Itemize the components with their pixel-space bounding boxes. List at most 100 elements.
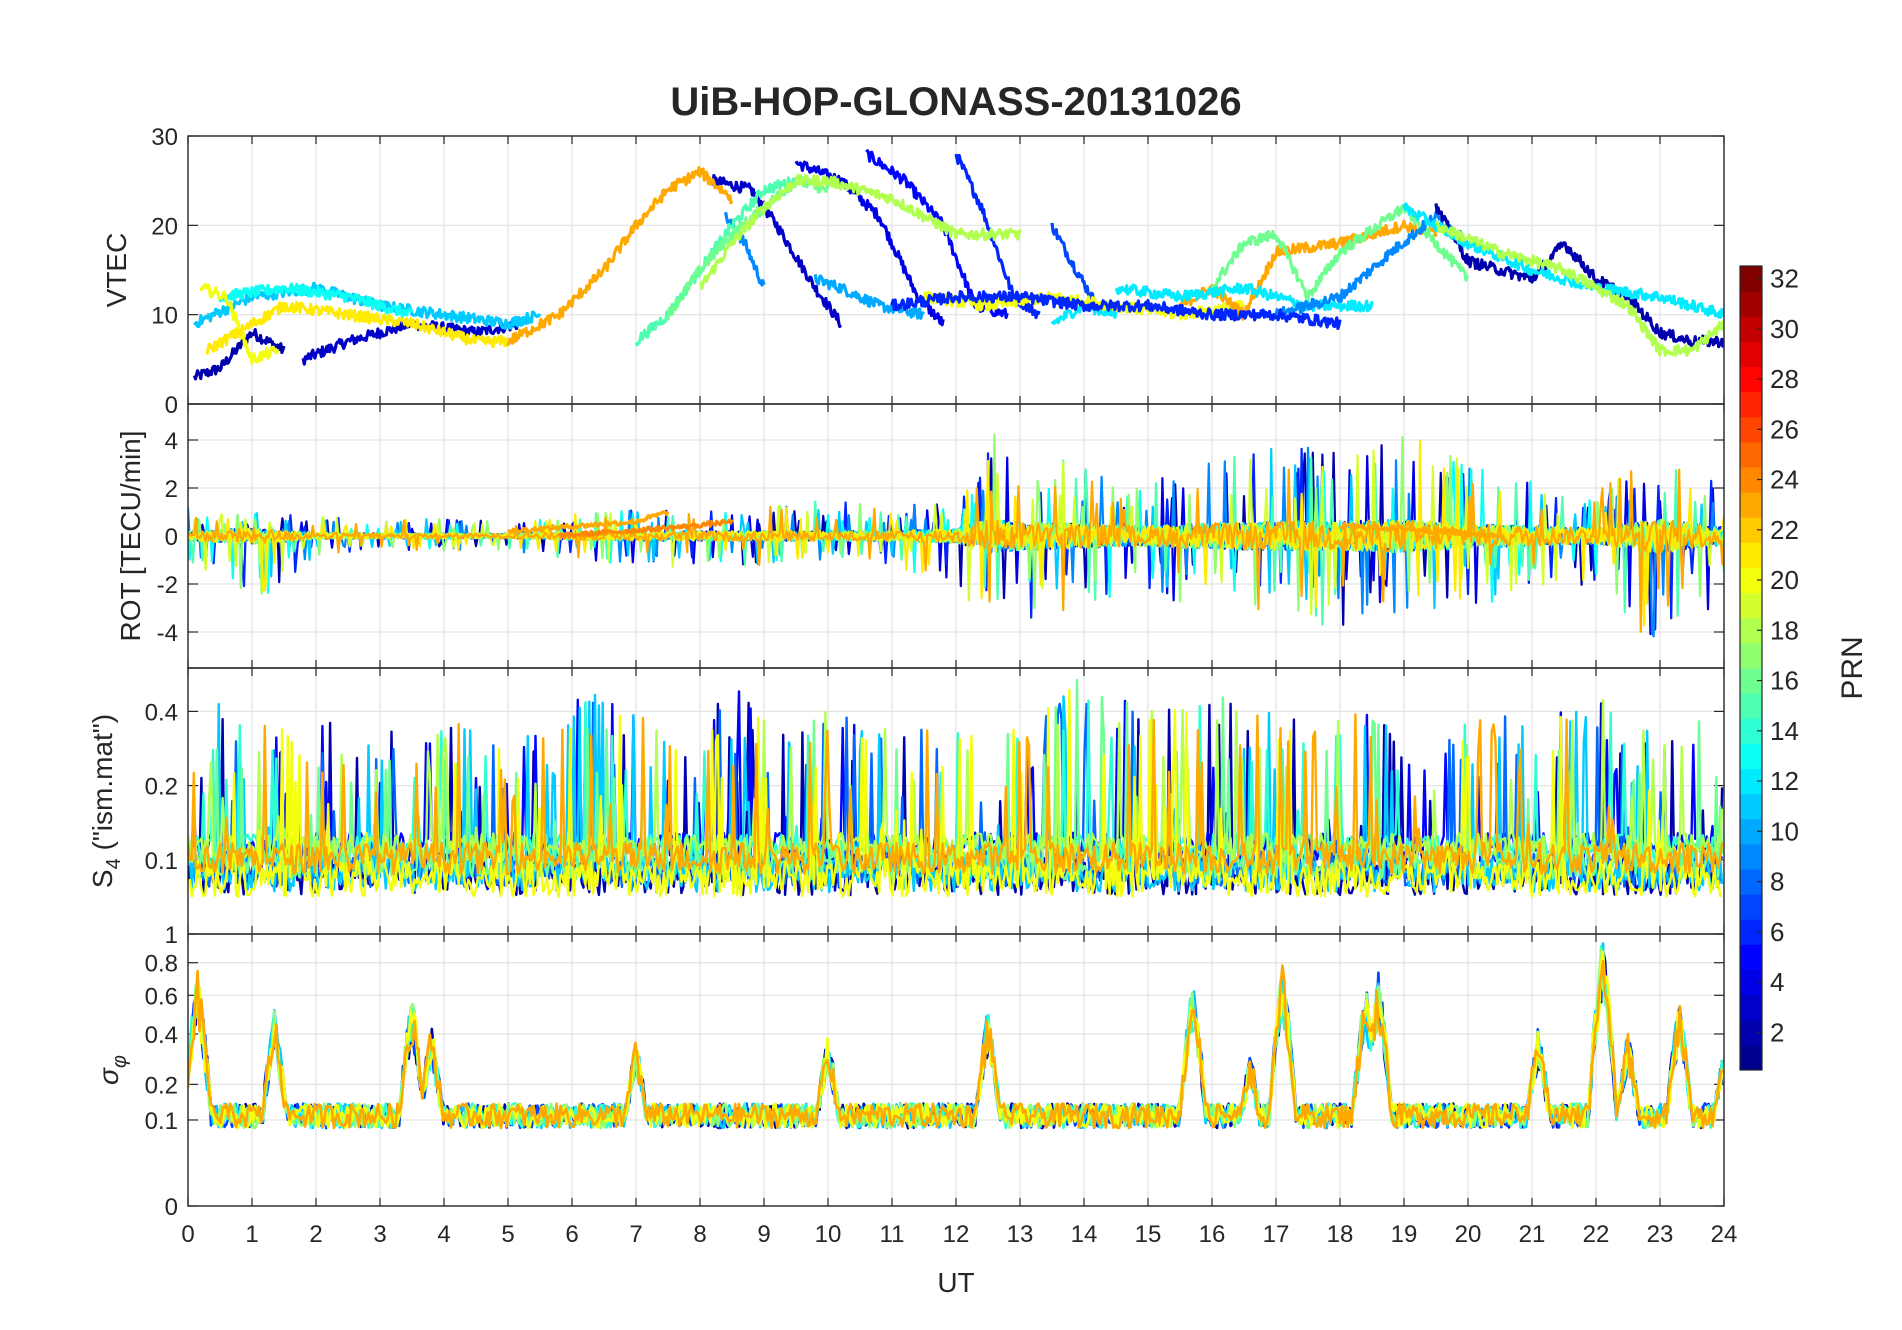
x-tick-label: 0 (181, 1221, 194, 1248)
series-line (506, 166, 734, 347)
colorbar-segment (1740, 467, 1762, 493)
series-line (1114, 282, 1374, 313)
x-tick-label: 4 (437, 1221, 450, 1248)
y-tick-label: 2 (165, 476, 178, 503)
y-tick-label: 0 (165, 1194, 178, 1221)
colorbar-segment (1740, 567, 1762, 594)
colorbar-segment (1740, 592, 1762, 619)
colorbar-segment (1740, 542, 1762, 568)
x-tick-label: 12 (943, 1221, 970, 1248)
x-tick-label: 6 (565, 1221, 578, 1248)
colorbar-segment (1740, 1019, 1762, 1046)
colorbar-segment (1740, 391, 1762, 418)
colorbar-tick-label: 24 (1770, 465, 1799, 495)
s4-panel: 0.1 0.2 0.4 S4 ("ism.mat") (87, 667, 1725, 935)
colorbar-segment (1740, 818, 1762, 845)
colorbar-segment (1740, 341, 1762, 367)
x-tick-label: 5 (501, 1221, 514, 1248)
colorbar-segment (1740, 894, 1762, 920)
x-tick-label: 3 (373, 1221, 386, 1248)
series-line (634, 176, 798, 347)
colorbar-segment (1740, 793, 1762, 820)
vtec-panel: 0 10 20 30 VTEC (101, 124, 1725, 419)
y-axis-label: ROT [TECU/min] (115, 430, 146, 641)
colorbar-segment (1740, 843, 1762, 870)
y-tick-label: 0.1 (145, 1108, 178, 1135)
x-tick-label: 17 (1263, 1221, 1290, 1248)
x-tick-label: 13 (1007, 1221, 1034, 1248)
x-tick-label: 18 (1327, 1221, 1354, 1248)
series-line (1210, 204, 1470, 301)
colorbar-box (1739, 265, 1763, 1071)
colorbar-segment (1740, 994, 1762, 1021)
series-line (188, 950, 1724, 1130)
colorbar-tick-label: 8 (1770, 867, 1784, 897)
colorbar-tick-label: 22 (1770, 515, 1799, 545)
sigma-phi-panel: 0 0.1 0.2 0.4 0.6 0.81 σφ (93, 922, 1725, 1221)
colorbar-segment (1740, 642, 1762, 669)
colorbar-tick-label: 18 (1770, 615, 1799, 645)
x-tick-label: 24 (1711, 1221, 1738, 1248)
series-line (188, 468, 1724, 633)
x-tick-label: 23 (1647, 1221, 1674, 1248)
y-tick-label: 30 (151, 124, 178, 151)
colorbar-segment (1740, 1044, 1762, 1071)
y-tick-label: -4 (157, 620, 178, 647)
colorbar-tick-label: 16 (1770, 666, 1799, 696)
x-axis: 0 1 2 3 4 5 6 7 8 9 10 11 12 13 14 15 16 17 18 19 20 21 22 23 24 (181, 1221, 1737, 1248)
x-tick-label: 1 (245, 1221, 258, 1248)
x-tick-label: 8 (693, 1221, 706, 1248)
chart-title: UiB-HOP-GLONASS-20131026 (670, 80, 1241, 124)
x-tick-label: 2 (309, 1221, 322, 1248)
colorbar-segment (1740, 366, 1762, 393)
x-tick-label: 11 (880, 1221, 905, 1248)
colorbar-tick-label: 2 (1770, 1017, 1784, 1047)
x-tick-label: 16 (1199, 1221, 1226, 1248)
x-tick-label: 9 (757, 1221, 770, 1248)
series-line (711, 174, 843, 329)
y-tick-label: 0.4 (145, 699, 178, 726)
series-line (558, 518, 734, 540)
colorbar-tick-label: 4 (1770, 967, 1784, 997)
y-axis-label: σφ (93, 1055, 131, 1085)
y-tick-label: 0.2 (145, 774, 178, 801)
series-line (506, 510, 670, 535)
series-line (188, 959, 1724, 1130)
colorbar-tick-label: 20 (1770, 565, 1799, 595)
y-tick-label: 0.8 (145, 951, 178, 978)
y-tick-label: 10 (151, 303, 178, 330)
series-line (205, 300, 509, 355)
y-tick-label: 0.6 (145, 983, 178, 1010)
series-line (1434, 220, 1724, 357)
colorbar-segment (1740, 944, 1762, 970)
x-tick-label: 19 (1391, 1221, 1418, 1248)
y-tick-label: 0.2 (145, 1072, 178, 1099)
colorbar-tick-label: 6 (1770, 917, 1784, 947)
colorbar-segment (1740, 517, 1762, 543)
y-tick-label: 0 (165, 392, 178, 419)
x-axis-label: UT (937, 1267, 974, 1298)
colorbar-tick-label: 30 (1770, 314, 1799, 344)
x-tick-label: 22 (1583, 1221, 1610, 1248)
series-line (188, 713, 1724, 876)
y-tick-label: 20 (151, 213, 178, 240)
colorbar-segment (1740, 768, 1762, 795)
colorbar-label: PRN (1836, 636, 1869, 699)
colorbar-segment (1740, 693, 1762, 719)
y-tick-label: -2 (157, 572, 178, 599)
series-line (1339, 522, 1501, 539)
colorbar-segment (1740, 266, 1762, 292)
colorbar-tick-label: 28 (1770, 364, 1799, 394)
series-line (1434, 203, 1724, 349)
colorbar-segment (1740, 492, 1762, 518)
x-tick-label: 20 (1455, 1221, 1482, 1248)
colorbar-tick-label: 32 (1770, 264, 1799, 294)
colorbar-segment (1740, 743, 1762, 769)
x-tick-label: 14 (1071, 1221, 1098, 1248)
series-line (1050, 222, 1098, 311)
y-axis-label: S4 ("ism.mat") (87, 714, 125, 888)
colorbar-segment (1740, 919, 1762, 945)
series-line (1178, 219, 1438, 321)
